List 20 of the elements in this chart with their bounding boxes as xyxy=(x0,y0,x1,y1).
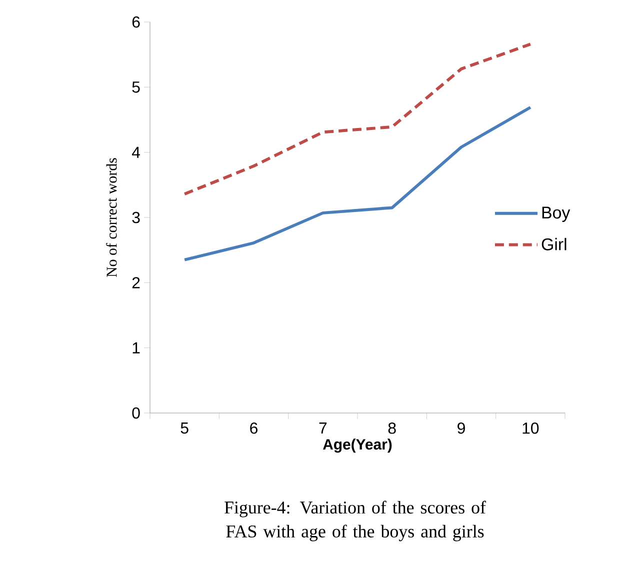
y-tick-label: 4 xyxy=(132,146,140,158)
x-tick-label: 6 xyxy=(250,422,258,434)
line-series xyxy=(183,106,532,262)
y-tick-label: 3 xyxy=(132,212,140,224)
y-tick-label: 0 xyxy=(132,407,140,419)
y-tick-label: 5 xyxy=(132,82,140,93)
line-series xyxy=(183,42,532,196)
legend-label: Boy xyxy=(542,206,570,222)
y-tick-label: 1 xyxy=(132,342,140,354)
x-axis-title: Age(Year) xyxy=(322,438,392,453)
x-tick-label: 5 xyxy=(180,422,188,434)
y-tick-label: 6 xyxy=(132,16,140,28)
y-tick-label: 2 xyxy=(132,277,140,288)
x-tick-label: 9 xyxy=(458,422,465,434)
text: Figure-4: Variation of the scores of FAS with age of the boys and girls xyxy=(224,500,486,542)
x-tick-label: 10 xyxy=(522,422,539,434)
x-tick-label: 7 xyxy=(319,422,327,434)
legend-label: Girl xyxy=(542,238,566,250)
y-axis-title: No of correct words xyxy=(106,158,117,278)
x-tick-label: 8 xyxy=(388,422,396,434)
